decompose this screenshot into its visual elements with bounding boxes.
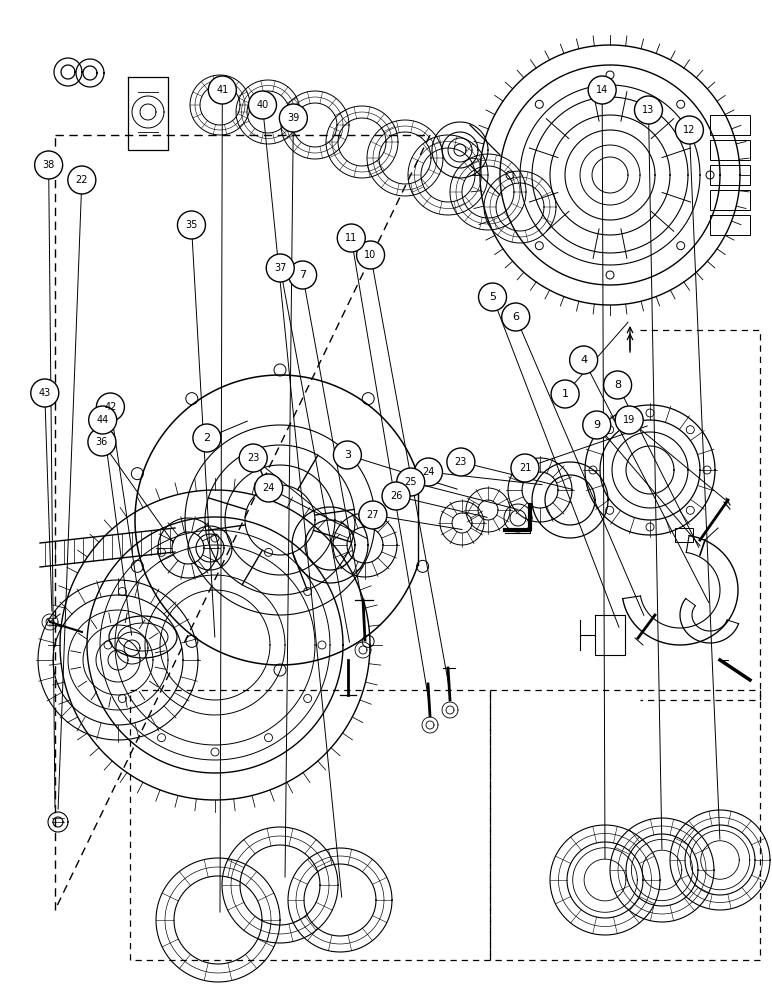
Text: 23: 23: [247, 453, 259, 463]
Circle shape: [178, 211, 205, 239]
Circle shape: [397, 468, 425, 496]
Circle shape: [31, 379, 59, 407]
Text: 9: 9: [593, 420, 601, 430]
Circle shape: [255, 474, 283, 502]
Circle shape: [88, 428, 116, 456]
Text: 38: 38: [42, 160, 55, 170]
Circle shape: [89, 406, 117, 434]
Circle shape: [551, 380, 579, 408]
Circle shape: [511, 454, 539, 482]
Circle shape: [588, 76, 616, 104]
Circle shape: [35, 151, 63, 179]
Circle shape: [447, 448, 475, 476]
Text: 39: 39: [287, 113, 300, 123]
Circle shape: [357, 241, 384, 269]
Circle shape: [635, 96, 662, 124]
Circle shape: [249, 91, 276, 119]
Circle shape: [604, 371, 631, 399]
Text: 44: 44: [96, 415, 109, 425]
Text: 37: 37: [274, 263, 286, 273]
Text: 22: 22: [76, 175, 88, 185]
Circle shape: [359, 501, 387, 529]
Text: 27: 27: [367, 510, 379, 520]
Text: 3: 3: [344, 450, 351, 460]
Circle shape: [334, 441, 361, 469]
Text: 43: 43: [39, 388, 51, 398]
Circle shape: [279, 104, 307, 132]
Bar: [710, 115, 750, 135]
Bar: [710, 165, 750, 185]
Circle shape: [479, 283, 506, 311]
Circle shape: [289, 261, 317, 289]
Circle shape: [382, 482, 410, 510]
Text: 40: 40: [256, 100, 269, 110]
Text: 25: 25: [405, 477, 417, 487]
Text: 42: 42: [104, 402, 117, 412]
Bar: [710, 140, 750, 160]
Circle shape: [337, 224, 365, 252]
Circle shape: [676, 116, 703, 144]
Bar: [710, 215, 750, 235]
Text: 6: 6: [512, 312, 520, 322]
Text: 13: 13: [642, 105, 655, 115]
Text: 24: 24: [422, 467, 435, 477]
Circle shape: [193, 424, 221, 452]
Bar: [710, 190, 750, 210]
Text: 35: 35: [185, 220, 198, 230]
Text: 11: 11: [345, 233, 357, 243]
Text: 4: 4: [580, 355, 587, 365]
Bar: [675, 528, 693, 542]
Circle shape: [615, 406, 643, 434]
Text: 5: 5: [489, 292, 496, 302]
Text: 36: 36: [96, 437, 108, 447]
Circle shape: [239, 444, 267, 472]
Text: 2: 2: [203, 433, 211, 443]
Circle shape: [208, 76, 236, 104]
Circle shape: [570, 346, 598, 374]
Text: 7: 7: [299, 270, 306, 280]
Circle shape: [502, 303, 530, 331]
Circle shape: [96, 393, 124, 421]
Text: 23: 23: [455, 457, 467, 467]
Text: 24: 24: [262, 483, 275, 493]
Text: 12: 12: [683, 125, 696, 135]
Circle shape: [415, 458, 442, 486]
Text: 41: 41: [216, 85, 229, 95]
Circle shape: [266, 254, 294, 282]
Circle shape: [583, 411, 611, 439]
Text: 21: 21: [519, 463, 531, 473]
Text: 19: 19: [623, 415, 635, 425]
Text: 26: 26: [390, 491, 402, 501]
Text: 8: 8: [614, 380, 621, 390]
Text: 14: 14: [596, 85, 608, 95]
Text: 10: 10: [364, 250, 377, 260]
Text: 1: 1: [561, 389, 569, 399]
Circle shape: [68, 166, 96, 194]
